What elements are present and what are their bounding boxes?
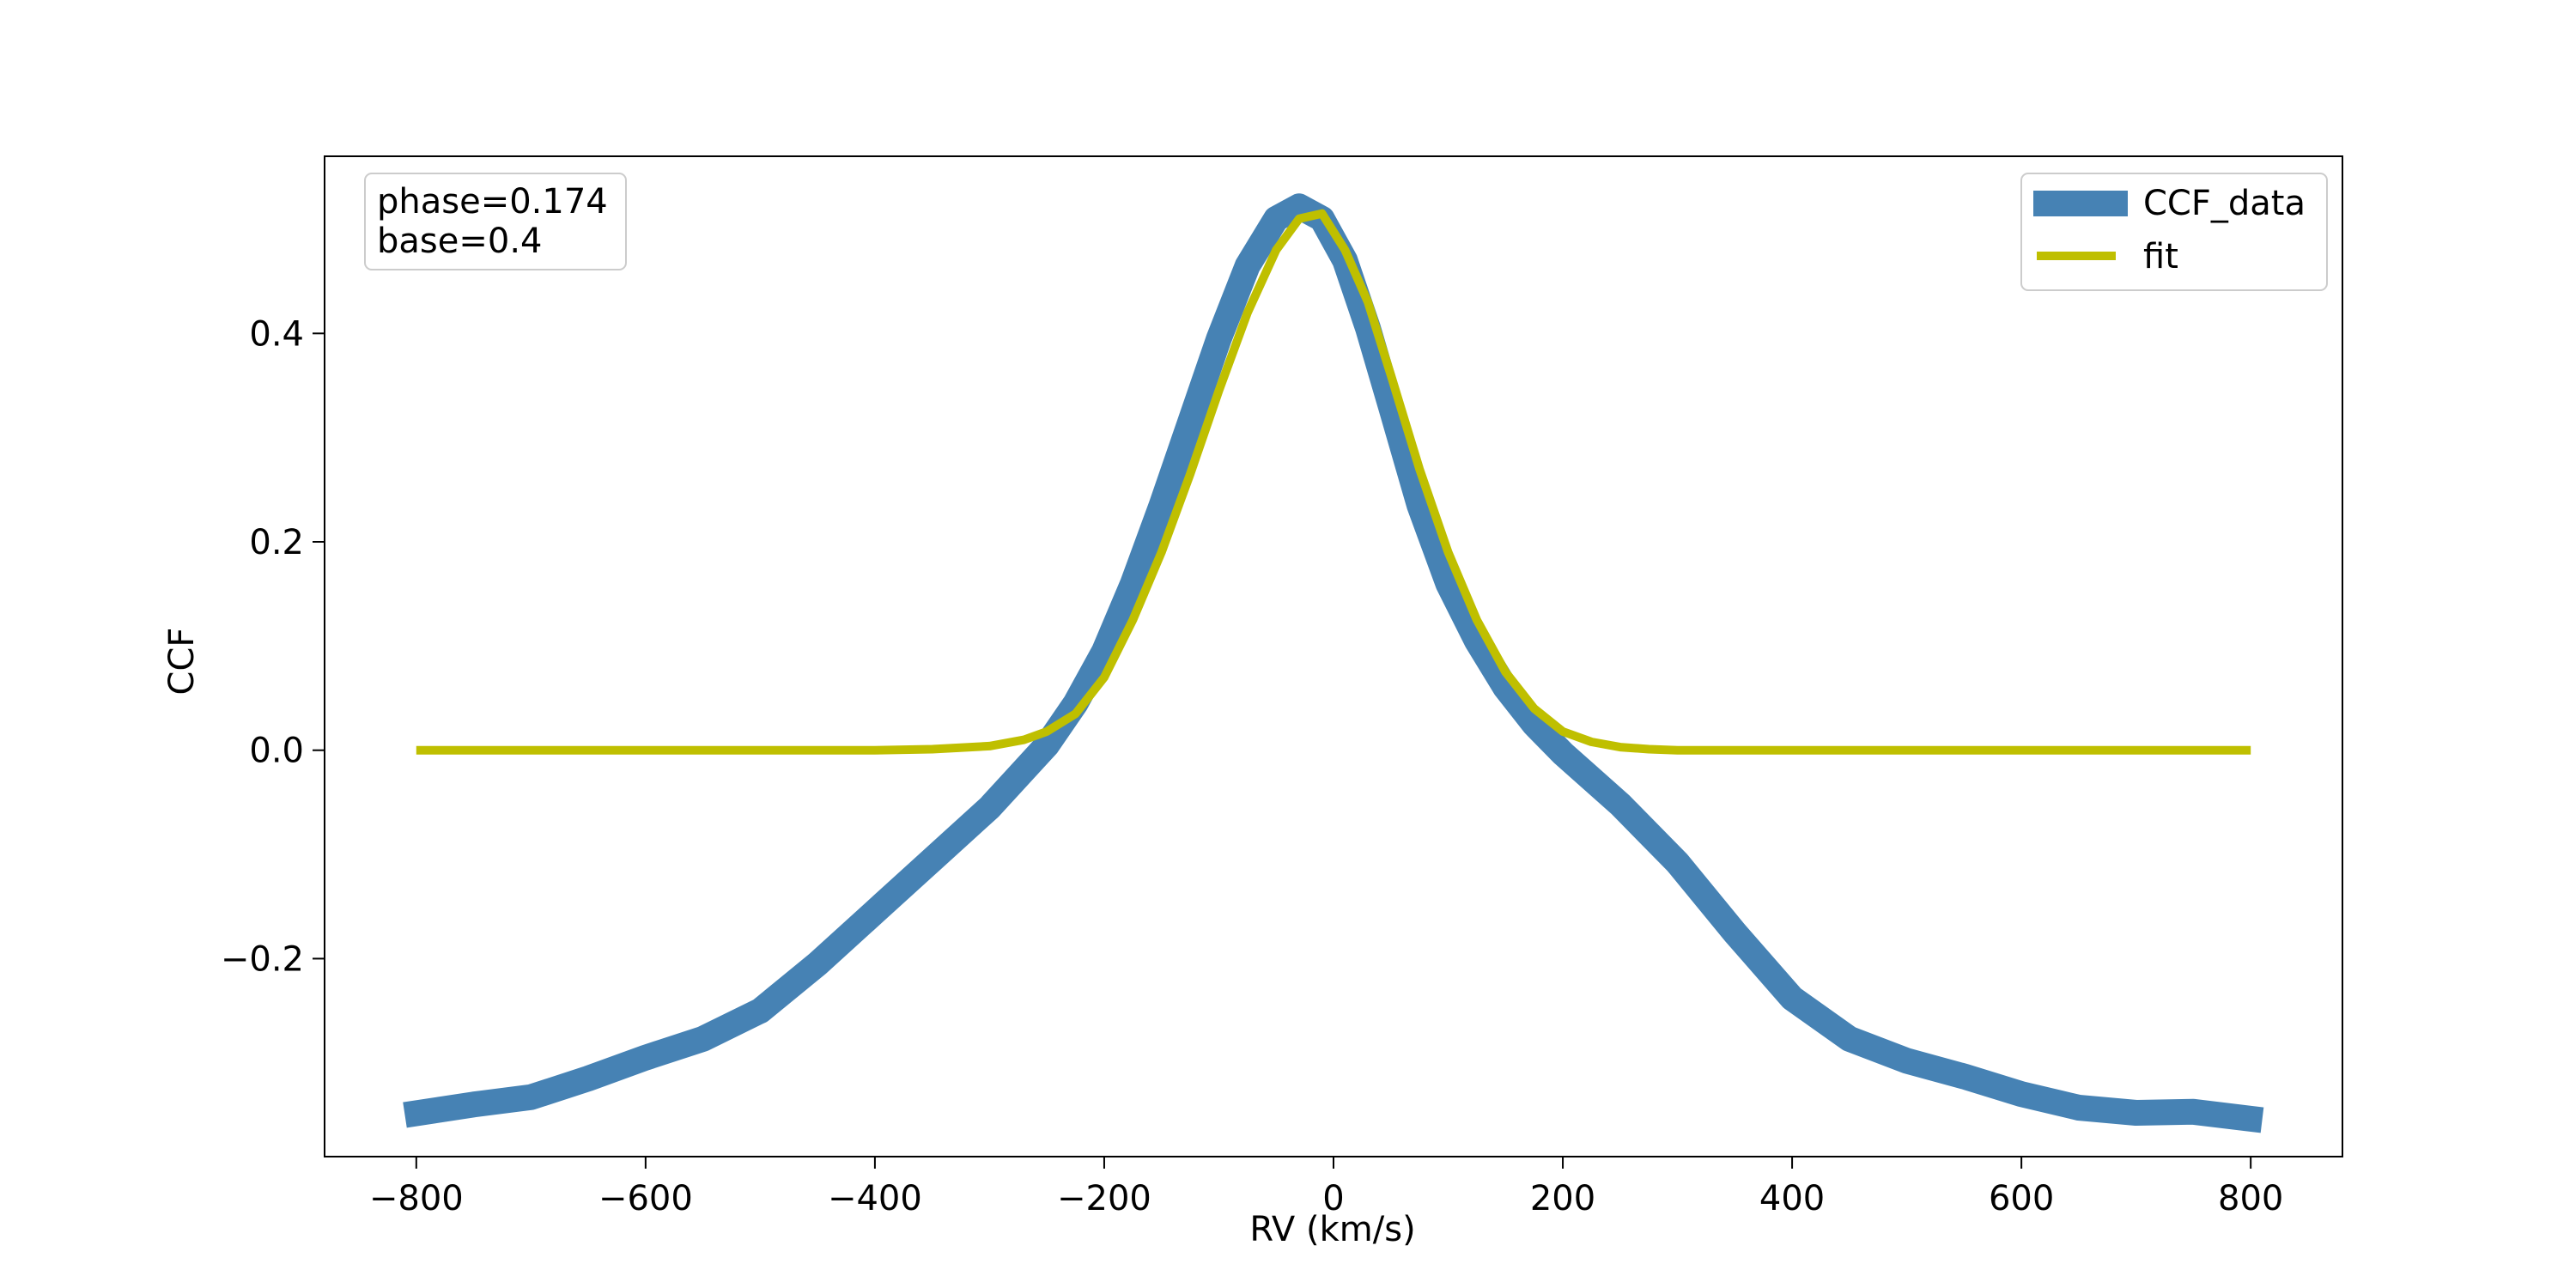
y-tick-label: 0.4 — [249, 314, 304, 354]
x-tick-label: 800 — [2218, 1179, 2283, 1218]
x-tick-label: 400 — [1759, 1179, 1825, 1218]
y-tick-label: 0.2 — [249, 523, 304, 562]
x-tick-label: 0 — [1322, 1179, 1344, 1218]
annotation-phase: phase=0.174 — [377, 182, 608, 222]
series-layer — [403, 193, 2264, 1133]
legend-label-ccf-data: CCF_data — [2143, 184, 2306, 223]
axes-frame — [324, 155, 2343, 1157]
series-line-fit — [416, 209, 2251, 755]
legend-swatch-ccf-data — [2033, 191, 2128, 216]
x-axis-label: RV (km/s) — [1249, 1210, 1415, 1249]
x-tick-label: −200 — [1057, 1179, 1151, 1218]
legend-label-fit: fit — [2143, 237, 2178, 276]
annotation-box: phase=0.174 base=0.4 — [364, 173, 627, 270]
axes-layer: −800 −600 −400 −200 0 200 400 600 800 −0.2 0.0 0.2 0… — [221, 155, 2343, 1218]
legend: CCF_data fit — [2020, 173, 2328, 291]
x-tick-label: 600 — [1989, 1179, 2054, 1218]
y-tick-label: −0.2 — [221, 939, 304, 979]
x-tick-label: 200 — [1530, 1179, 1595, 1218]
y-tick-label: 0.0 — [249, 732, 304, 771]
x-tick-label: −400 — [828, 1179, 922, 1218]
x-tick-label: −600 — [598, 1179, 693, 1218]
annotation-base: base=0.4 — [377, 222, 542, 261]
x-tick-label: −800 — [369, 1179, 464, 1218]
y-axis-label: CCF — [162, 628, 202, 696]
series-line-ccf-data — [403, 193, 2264, 1133]
